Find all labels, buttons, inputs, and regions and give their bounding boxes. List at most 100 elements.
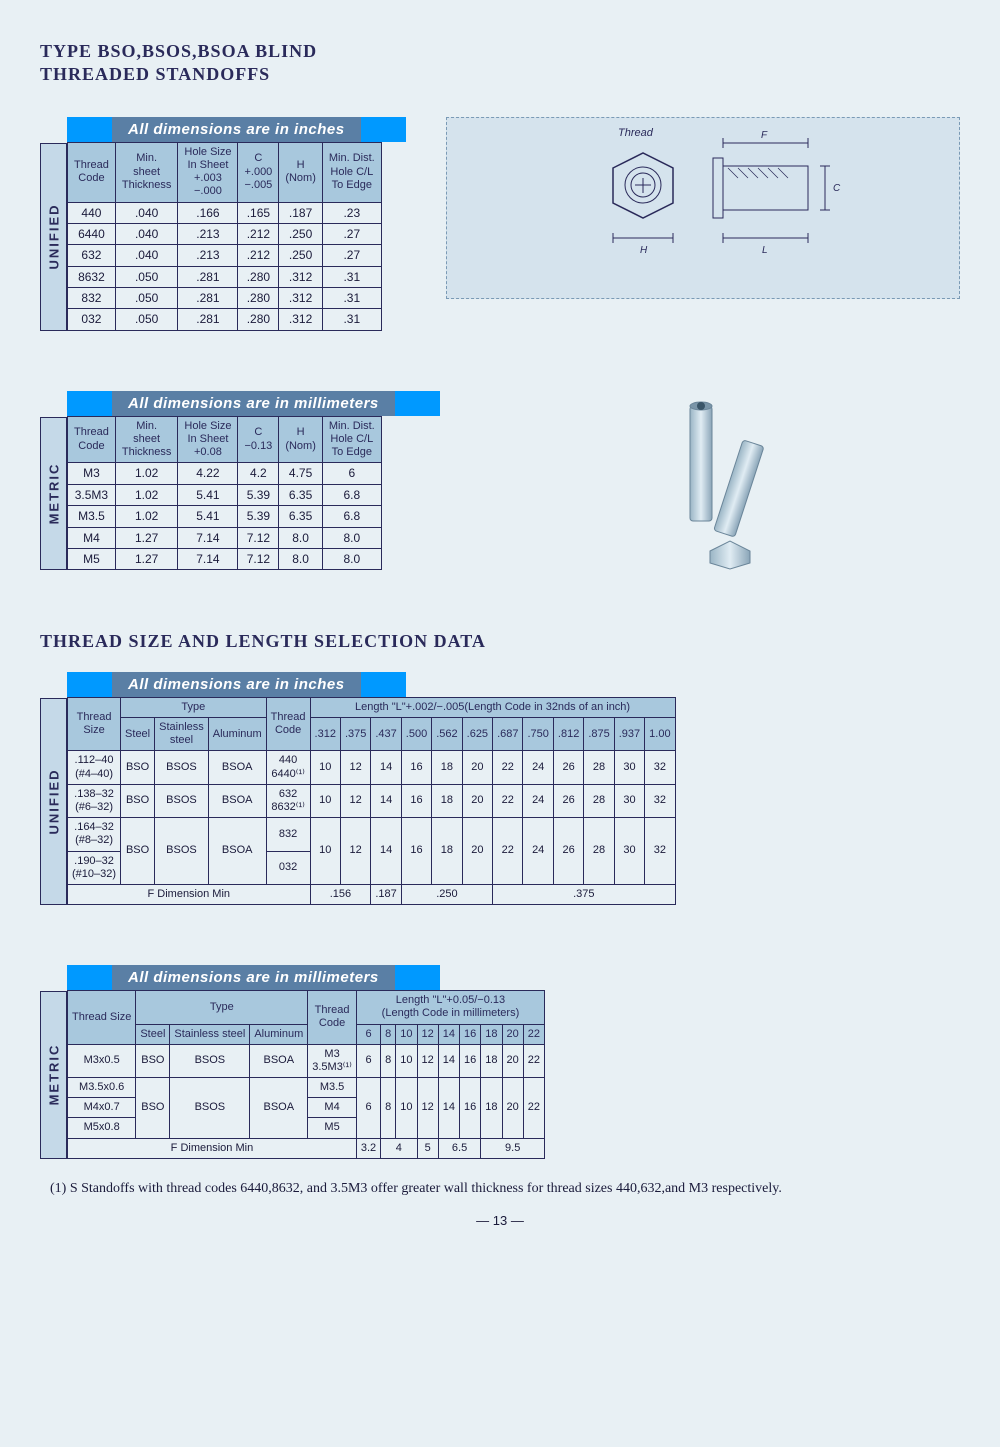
data-cell: 5.39 (238, 484, 279, 505)
length-val: 16 (401, 751, 431, 784)
data-cell: .27 (322, 245, 381, 266)
thread-code: M3.5 (308, 1078, 357, 1098)
col-header: 22 (523, 1024, 544, 1044)
fdim-val: .187 (371, 884, 401, 904)
col-header: .562 (432, 718, 462, 751)
type-steel: BSO (136, 1044, 170, 1077)
length-val: 10 (310, 818, 340, 885)
col-header: ThreadCode (266, 697, 310, 751)
thread-size: .112–40(#4–40) (68, 751, 121, 784)
data-cell: .312 (279, 288, 323, 309)
col-header: 8 (381, 1024, 396, 1044)
length-val: 14 (371, 751, 401, 784)
data-cell: .165 (238, 202, 279, 223)
length-val: 16 (401, 818, 431, 885)
thread-size: M3.5x0.6 (68, 1078, 136, 1098)
data-cell: 8.0 (279, 549, 323, 570)
section2-title: THREAD SIZE AND LENGTH SELECTION DATA (40, 631, 960, 652)
thread-size: M5x0.8 (68, 1118, 136, 1138)
table4-container: All dimensions are in millimeters METRIC… (40, 965, 960, 1159)
data-cell: .312 (279, 309, 323, 330)
fdim-val: 3.2 (356, 1138, 380, 1158)
data-cell: .27 (322, 223, 381, 244)
length-val: 10 (396, 1078, 417, 1139)
data-cell: M4 (68, 527, 116, 548)
col-header: ThreadCode (308, 991, 357, 1045)
table4-side-label: METRIC (40, 991, 67, 1159)
col-header: 12 (417, 1024, 438, 1044)
data-cell: .050 (115, 288, 178, 309)
thread-size: .164–32(#8–32) (68, 818, 121, 851)
data-cell: .212 (238, 245, 279, 266)
data-cell: .213 (178, 223, 238, 244)
length-val: 16 (460, 1044, 481, 1077)
data-cell: .250 (279, 245, 323, 266)
data-cell: 5.41 (178, 506, 238, 527)
data-cell: M5 (68, 549, 116, 570)
length-val: 6 (356, 1078, 380, 1139)
length-val: 18 (432, 784, 462, 817)
table1-container: All dimensions are in inches UNIFIED Thr… (40, 117, 406, 331)
col-header: Stainlesssteel (155, 718, 209, 751)
data-cell: .187 (279, 202, 323, 223)
data-cell: 5.41 (178, 484, 238, 505)
data-cell: .040 (115, 245, 178, 266)
data-cell: 8632 (68, 266, 116, 287)
data-cell: 1.02 (115, 484, 178, 505)
col-header: Hole SizeIn Sheet+0.08 (178, 416, 238, 463)
length-val: 30 (614, 784, 644, 817)
data-cell: 6440 (68, 223, 116, 244)
type-stainless: BSOS (155, 784, 209, 817)
data-cell: M3 (68, 463, 116, 484)
col-header: Min. Dist.Hole C/LTo Edge (322, 142, 381, 202)
svg-text:F: F (761, 130, 768, 141)
length-val: 8 (381, 1044, 396, 1077)
col-header: .750 (523, 718, 553, 751)
table2: ThreadCodeMin.sheetThicknessHole SizeIn … (67, 416, 382, 571)
data-cell: .281 (178, 309, 238, 330)
length-val: 6 (356, 1044, 380, 1077)
col-header: .625 (462, 718, 492, 751)
table2-container: All dimensions are in millimeters METRIC… (40, 391, 440, 571)
data-cell: 1.02 (115, 506, 178, 527)
data-cell: 8.0 (322, 549, 381, 570)
thread-code: 832 (266, 818, 310, 851)
table4: Thread SizeTypeThreadCodeLength "L"+0.05… (67, 990, 545, 1159)
length-val: 10 (310, 784, 340, 817)
data-cell: 440 (68, 202, 116, 223)
length-val: 18 (432, 818, 462, 885)
col-header: 16 (460, 1024, 481, 1044)
svg-text:Thread: Thread (618, 127, 654, 139)
fdim-val: .250 (401, 884, 492, 904)
col-header: Steel (136, 1024, 170, 1044)
type-aluminum: BSOA (208, 751, 266, 784)
length-val: 18 (481, 1044, 502, 1077)
table3-side-label: UNIFIED (40, 698, 67, 905)
data-cell: 4.22 (178, 463, 238, 484)
length-val: 22 (493, 784, 523, 817)
col-header: Aluminum (208, 718, 266, 751)
data-cell: 1.02 (115, 463, 178, 484)
length-val: 10 (396, 1044, 417, 1077)
data-cell: .280 (238, 309, 279, 330)
data-cell: 8.0 (279, 527, 323, 548)
svg-text:H: H (640, 245, 648, 256)
fdim-val: 9.5 (481, 1138, 545, 1158)
table3-container: All dimensions are in inches UNIFIED Thr… (40, 672, 960, 905)
thread-size: .190–32(#10–32) (68, 851, 121, 884)
thread-code: 4406440⁽¹⁾ (266, 751, 310, 784)
table2-banner: All dimensions are in millimeters (67, 391, 440, 416)
col-header: Length "L"+.002/−.005(Length Code in 32n… (310, 697, 675, 717)
thread-size: M3x0.5 (68, 1044, 136, 1077)
type-aluminum: BSOA (208, 784, 266, 817)
page-title: TYPE BSO,BSOS,BSOA BLIND THREADED STANDO… (40, 40, 960, 87)
data-cell: .250 (279, 223, 323, 244)
col-header: 6 (356, 1024, 380, 1044)
col-header: Hole SizeIn Sheet+.003−.000 (178, 142, 238, 202)
data-cell: .280 (238, 288, 279, 309)
fdim-val: .375 (493, 884, 676, 904)
table2-side-label: METRIC (40, 417, 67, 571)
length-val: 22 (493, 818, 523, 885)
data-cell: .212 (238, 223, 279, 244)
data-cell: 7.12 (238, 549, 279, 570)
